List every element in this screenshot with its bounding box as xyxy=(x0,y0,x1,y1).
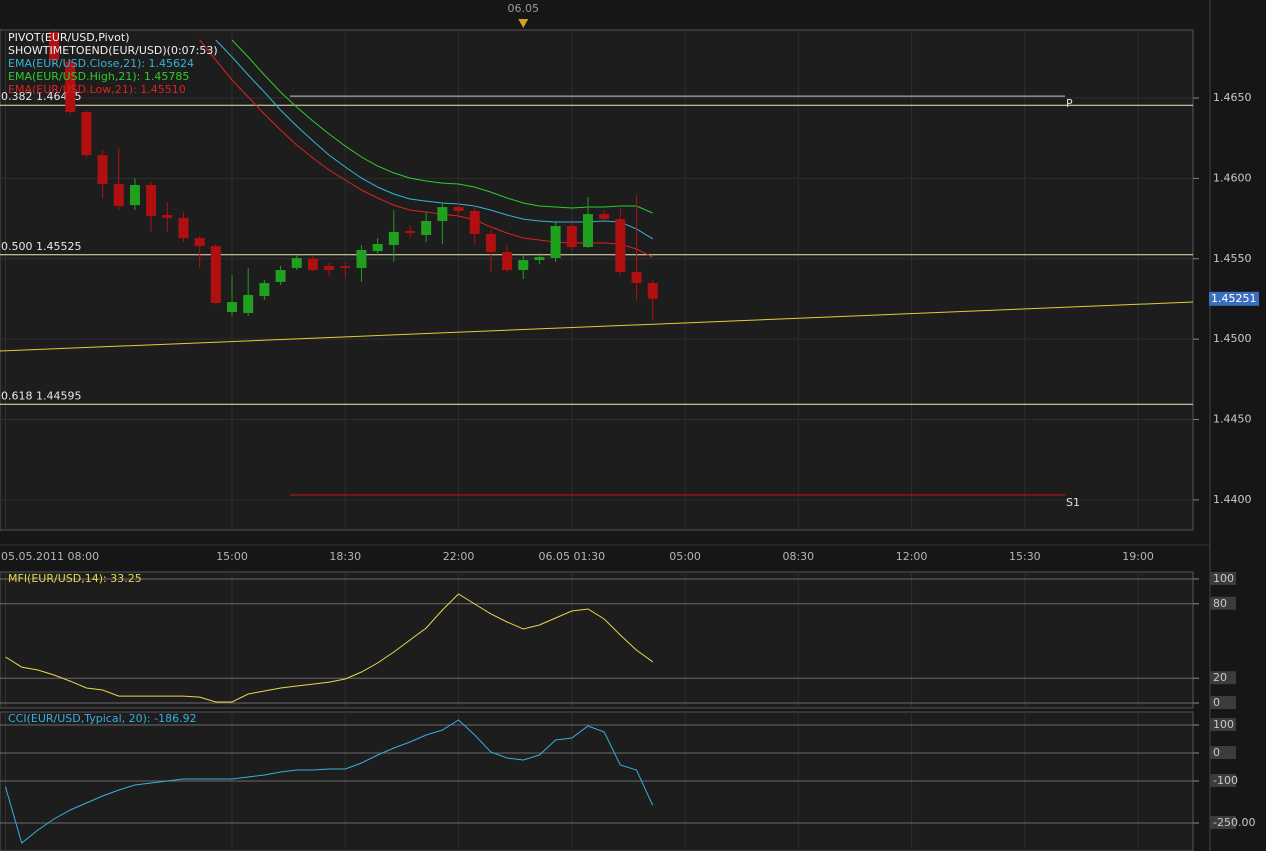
pivot-label: P xyxy=(1066,97,1073,110)
candle-body xyxy=(453,207,464,212)
candle-body xyxy=(275,270,286,282)
day-marker-arrow xyxy=(518,19,529,28)
mfi-panel xyxy=(0,571,1194,709)
candle-body xyxy=(356,249,367,268)
candle-body xyxy=(129,184,140,206)
indicator-line xyxy=(5,593,653,703)
x-tick-label: 05:00 xyxy=(669,550,701,563)
tick-label-box xyxy=(1210,671,1236,685)
fib-label: 0.618 1.44595 xyxy=(1,389,81,402)
legend-entry: EMA(EUR/USD.Low,21): 1.45510 xyxy=(8,83,186,96)
y-tick-label: -100 xyxy=(1213,774,1238,787)
y-tick-label: 80 xyxy=(1213,597,1227,610)
y-tick-label: 20 xyxy=(1213,671,1227,684)
candle-body xyxy=(372,243,383,252)
indicator-title: CCI(EUR/USD,Typical, 20): -186.92 xyxy=(8,712,197,725)
x-tick-label: 12:00 xyxy=(896,550,928,563)
candle-body xyxy=(421,220,432,235)
candle-body xyxy=(307,258,318,271)
price-panel xyxy=(0,29,1194,531)
candle-body xyxy=(49,31,60,61)
fib-label: 0.382 1.46455 xyxy=(1,90,81,103)
candle-body xyxy=(582,214,593,248)
day-marker-label: 06.05 xyxy=(508,2,540,15)
candle-body xyxy=(97,155,108,185)
candle-body xyxy=(65,61,76,112)
tick-label-box xyxy=(1210,696,1236,710)
trend-line xyxy=(0,301,1194,352)
candle-body xyxy=(599,214,610,220)
last-price-box xyxy=(1209,291,1259,306)
legend-entry: EMA(EUR/USD.Close,21): 1.45624 xyxy=(8,57,194,70)
y-tick-label: 1.4450 xyxy=(1213,413,1252,426)
y-tick-label: 1.4400 xyxy=(1213,493,1252,506)
indicator-line xyxy=(5,719,654,844)
candle-body xyxy=(324,266,335,271)
candle-body xyxy=(534,257,545,261)
candle-body xyxy=(340,266,351,268)
x-tick-label: 19:00 xyxy=(1122,550,1154,563)
y-tick-label: 1.4600 xyxy=(1213,171,1252,184)
candle-body xyxy=(259,283,270,297)
last-price-label: 1.45251 xyxy=(1211,292,1257,305)
indicator-title: MFI(EUR/USD,14): 33.25 xyxy=(8,572,142,585)
tick-label-box xyxy=(1210,571,1236,585)
y-tick-label: 100 xyxy=(1213,718,1234,731)
candle-body xyxy=(437,207,448,221)
tick-label-box xyxy=(1210,745,1236,759)
fib-label: 0.500 1.45525 xyxy=(1,240,81,253)
candle-body xyxy=(194,238,205,247)
y-tick-label: 1.4650 xyxy=(1213,91,1252,104)
candle-body xyxy=(469,211,480,235)
y-tick-label: 0 xyxy=(1213,746,1220,759)
candle-body xyxy=(615,219,626,272)
indicator-label: PIVOT(EUR/USD,Pivot) xyxy=(8,31,130,44)
x-tick-label: 15:00 xyxy=(216,550,248,563)
candle-body xyxy=(550,225,561,258)
candle-body xyxy=(162,215,173,218)
ema-line xyxy=(231,39,653,214)
candle-body xyxy=(566,225,577,248)
candle-body xyxy=(647,283,658,299)
y-tick-label: 100 xyxy=(1213,572,1234,585)
tick-label-box xyxy=(1210,773,1236,787)
candle-body xyxy=(178,217,189,239)
candle-body xyxy=(113,184,124,207)
y-tick-label: 1.4550 xyxy=(1213,252,1252,265)
candle-body xyxy=(631,271,642,284)
y-tick-label: 0 xyxy=(1213,696,1220,709)
candle-body xyxy=(227,302,238,312)
x-tick-label: 18:30 xyxy=(329,550,361,563)
candle-body xyxy=(291,257,302,268)
ema-line xyxy=(215,39,653,240)
y-tick-label: -250.00 xyxy=(1213,816,1255,829)
candle-body xyxy=(388,231,399,245)
candle-body xyxy=(146,184,157,217)
x-tick-label: 22:00 xyxy=(443,550,475,563)
candle-body xyxy=(485,234,496,253)
legend-entry: EMA(EUR/USD.High,21): 1.45785 xyxy=(8,70,189,83)
x-tick-label: 15:30 xyxy=(1009,550,1041,563)
candle-body xyxy=(243,294,254,313)
x-tick-label: 05.05.2011 08:00 xyxy=(1,550,99,563)
candle-body xyxy=(502,252,513,271)
candle-body xyxy=(81,111,92,156)
tick-label-box xyxy=(1210,596,1236,610)
candle-body xyxy=(518,260,529,271)
x-tick-label: 08:30 xyxy=(782,550,814,563)
pivot-label: S1 xyxy=(1066,496,1080,509)
tick-label-box xyxy=(1210,717,1236,731)
tick-label-box xyxy=(1210,815,1236,829)
indicator-label: SHOWTIMETOEND(EUR/USD)(0:07:53) xyxy=(8,44,218,57)
candle-body xyxy=(405,230,415,234)
x-tick-label: 06.05 01:30 xyxy=(538,550,605,563)
y-tick-label: 1.4500 xyxy=(1213,332,1252,345)
candle-body xyxy=(210,246,221,303)
cci-panel xyxy=(0,711,1194,851)
